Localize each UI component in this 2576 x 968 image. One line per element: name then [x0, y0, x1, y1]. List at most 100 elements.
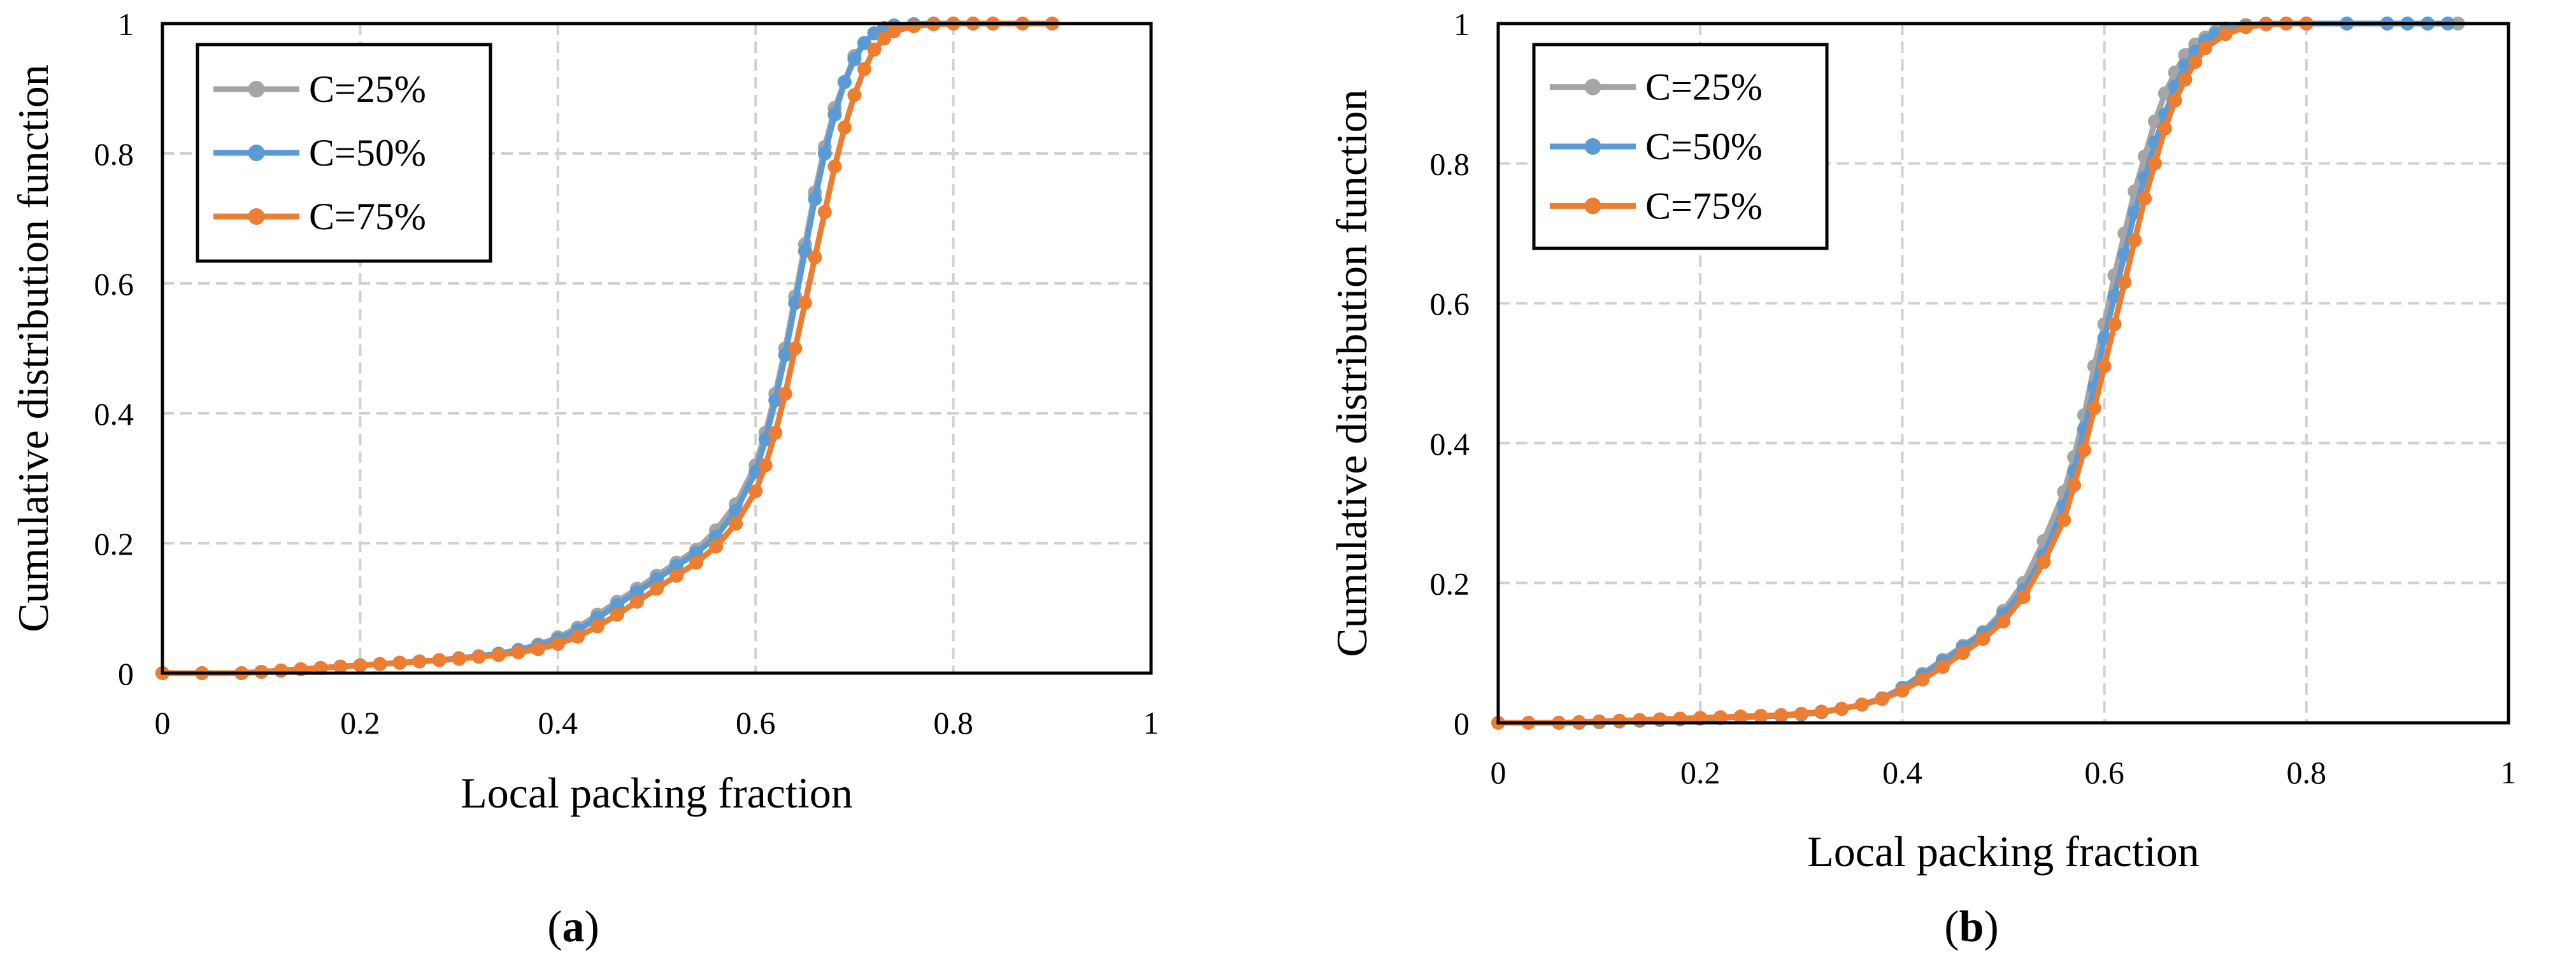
x-tick-label: 0: [155, 705, 171, 741]
data-point: [2016, 590, 2031, 604]
x-tick-label: 0: [1491, 755, 1506, 790]
plot-frame: [161, 22, 1153, 675]
panel-caption: (a): [547, 902, 599, 951]
y-tick-label: 0.8: [94, 136, 134, 172]
data-point: [511, 645, 526, 660]
data-point: [2067, 478, 2082, 492]
data-point: [729, 516, 743, 531]
data-point: [2087, 401, 2101, 415]
data-point: [798, 244, 812, 258]
data-point: [1996, 614, 2010, 629]
data-point: [531, 642, 545, 657]
x-tick-label: 1: [2501, 755, 2517, 790]
chart-panel-b: 0 0.2 0.4 0.6 0.8 1 0 0.2 0.4 0.6 0.8 1 Local packin…: [1327, 6, 2517, 951]
data-point: [798, 295, 812, 310]
x-tick-label: 0.4: [1882, 755, 1922, 790]
data-point: [709, 539, 724, 554]
legend-swatch-marker: [1584, 78, 1601, 96]
legend-swatch-marker: [1584, 197, 1601, 215]
legend: C=25% C=50% C=75%: [1532, 43, 1829, 250]
y-axis-label: Cumulative distribution function: [1327, 89, 1376, 657]
data-point: [590, 619, 605, 634]
x-tick-label: 0.8: [2287, 755, 2327, 790]
data-point: [877, 31, 891, 46]
data-point: [887, 24, 901, 39]
data-point: [610, 597, 624, 612]
data-point: [1794, 706, 1808, 721]
data-point: [847, 52, 862, 67]
data-point: [1835, 702, 1849, 716]
y-tick-label: 0.4: [94, 396, 134, 432]
data-point: [837, 120, 852, 135]
chart-panel-a: 0 0.2 0.4 0.6 0.8 1 0 0.2 0.4 0.6 0.8 1 Local packin…: [9, 6, 1159, 951]
data-point: [2178, 72, 2193, 87]
data-point: [817, 204, 832, 219]
data-point: [837, 75, 852, 89]
data-point: [2128, 233, 2142, 248]
y-tick-label: 0.8: [1430, 146, 1470, 182]
data-point: [452, 651, 466, 666]
data-point: [629, 594, 644, 609]
data-point: [1774, 708, 1789, 722]
data-point: [412, 654, 427, 669]
data-point: [333, 659, 348, 674]
data-point: [768, 425, 783, 440]
data-point: [629, 585, 644, 599]
data-point: [1733, 709, 1748, 724]
y-tick-label: 0.2: [1430, 566, 1470, 601]
x-tick-label: 0.6: [2084, 755, 2124, 790]
legend-swatch-marker: [248, 81, 265, 97]
data-point: [650, 581, 664, 596]
data-point: [2138, 191, 2152, 206]
y-tick-label: 0.6: [94, 266, 134, 302]
data-point: [2157, 121, 2172, 136]
legend: C=25% C=50% C=75%: [196, 43, 492, 263]
data-point: [788, 295, 803, 310]
data-point: [1633, 713, 1647, 727]
legend-swatch-marker: [248, 145, 265, 161]
data-point: [778, 348, 792, 362]
y-tick-label: 0.2: [94, 526, 134, 562]
data-point: [857, 36, 871, 50]
data-point: [1814, 704, 1829, 719]
data-point: [808, 192, 822, 206]
data-point: [570, 629, 585, 644]
data-point: [788, 341, 803, 355]
x-tick-label: 0.2: [1680, 755, 1721, 790]
data-point: [1956, 646, 1970, 660]
data-point: [1713, 710, 1728, 725]
x-tick-label: 0.2: [340, 705, 380, 741]
data-point: [2147, 156, 2162, 171]
data-point: [758, 432, 773, 446]
data-point: [817, 146, 832, 160]
data-point: [758, 458, 773, 473]
y-tick-label: 0: [118, 656, 134, 692]
y-tick-label: 1: [1454, 6, 1470, 42]
y-tick-label: 0: [1454, 706, 1470, 741]
data-point: [274, 663, 289, 678]
data-point: [2057, 513, 2072, 527]
data-point: [550, 637, 565, 651]
data-point: [2117, 275, 2132, 290]
data-point: [808, 250, 822, 265]
data-point: [2188, 55, 2203, 69]
x-tick-label: 0.4: [538, 705, 578, 741]
y-tick-label: 0.6: [1430, 286, 1470, 322]
data-point: [827, 159, 842, 174]
data-point: [2077, 443, 2091, 457]
data-point: [669, 569, 684, 583]
data-point: [392, 655, 407, 670]
data-point: [432, 653, 447, 667]
data-point: [689, 555, 704, 570]
y-tick-label: 0.4: [1430, 426, 1470, 462]
data-point: [1895, 683, 1910, 698]
plot-frame: [1496, 22, 2510, 725]
x-tick-label: 0.8: [933, 705, 973, 741]
legend-label: C=75%: [1645, 185, 1763, 227]
data-point: [2097, 359, 2112, 374]
data-point: [471, 650, 486, 664]
data-point: [857, 62, 871, 76]
data-point: [1875, 692, 1889, 706]
legend-label: C=75%: [309, 196, 426, 238]
